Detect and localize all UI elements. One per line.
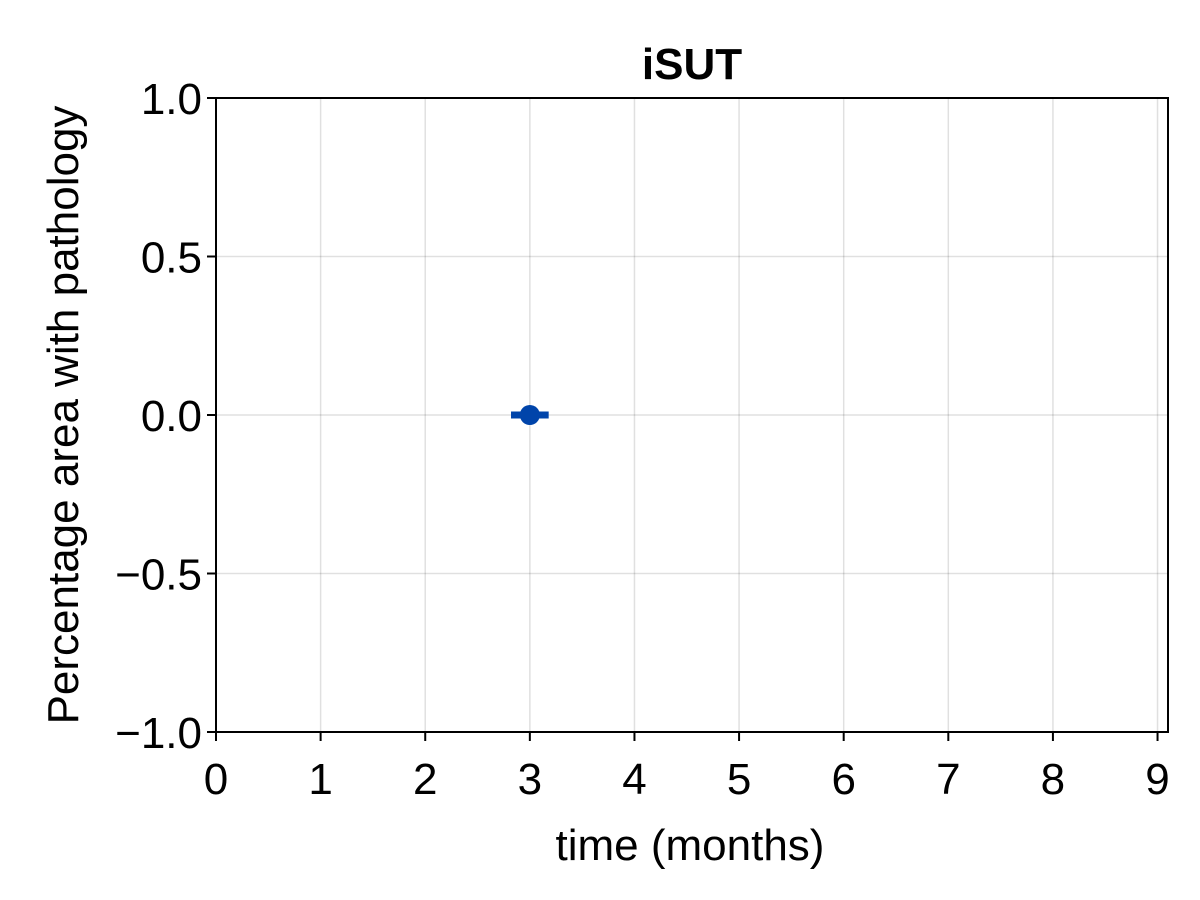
chart-title: iSUT	[642, 40, 742, 89]
x-tick-label: 3	[518, 755, 542, 804]
x-tick-label: 0	[204, 755, 228, 804]
y-tick-label: 0.5	[141, 234, 202, 283]
x-tick-label: 5	[727, 755, 751, 804]
y-tick-label: −1.0	[115, 709, 202, 758]
x-tick-label: 7	[936, 755, 960, 804]
data-layer	[511, 405, 549, 425]
y-tick-label: 0.0	[141, 392, 202, 441]
data-point	[519, 405, 540, 425]
y-axis-label: Percentage area with pathology	[39, 106, 88, 725]
x-tick-label: 1	[308, 755, 332, 804]
x-tick-label: 4	[622, 755, 646, 804]
x-axis-label: time (months)	[556, 821, 825, 870]
x-tick-label: 2	[413, 755, 437, 804]
x-tick-label: 9	[1145, 755, 1169, 804]
y-tick-label: −0.5	[115, 551, 202, 600]
y-tick-label: 1.0	[141, 75, 202, 124]
grid-lines	[215, 97, 1168, 733]
x-tick-label: 8	[1041, 755, 1065, 804]
x-tick-label: 6	[831, 755, 855, 804]
axis-ticks: 0 1 2 3 4 5 6 7 8 9 −1.0 −0.5 0.0 0.5 1.0	[115, 75, 1170, 804]
